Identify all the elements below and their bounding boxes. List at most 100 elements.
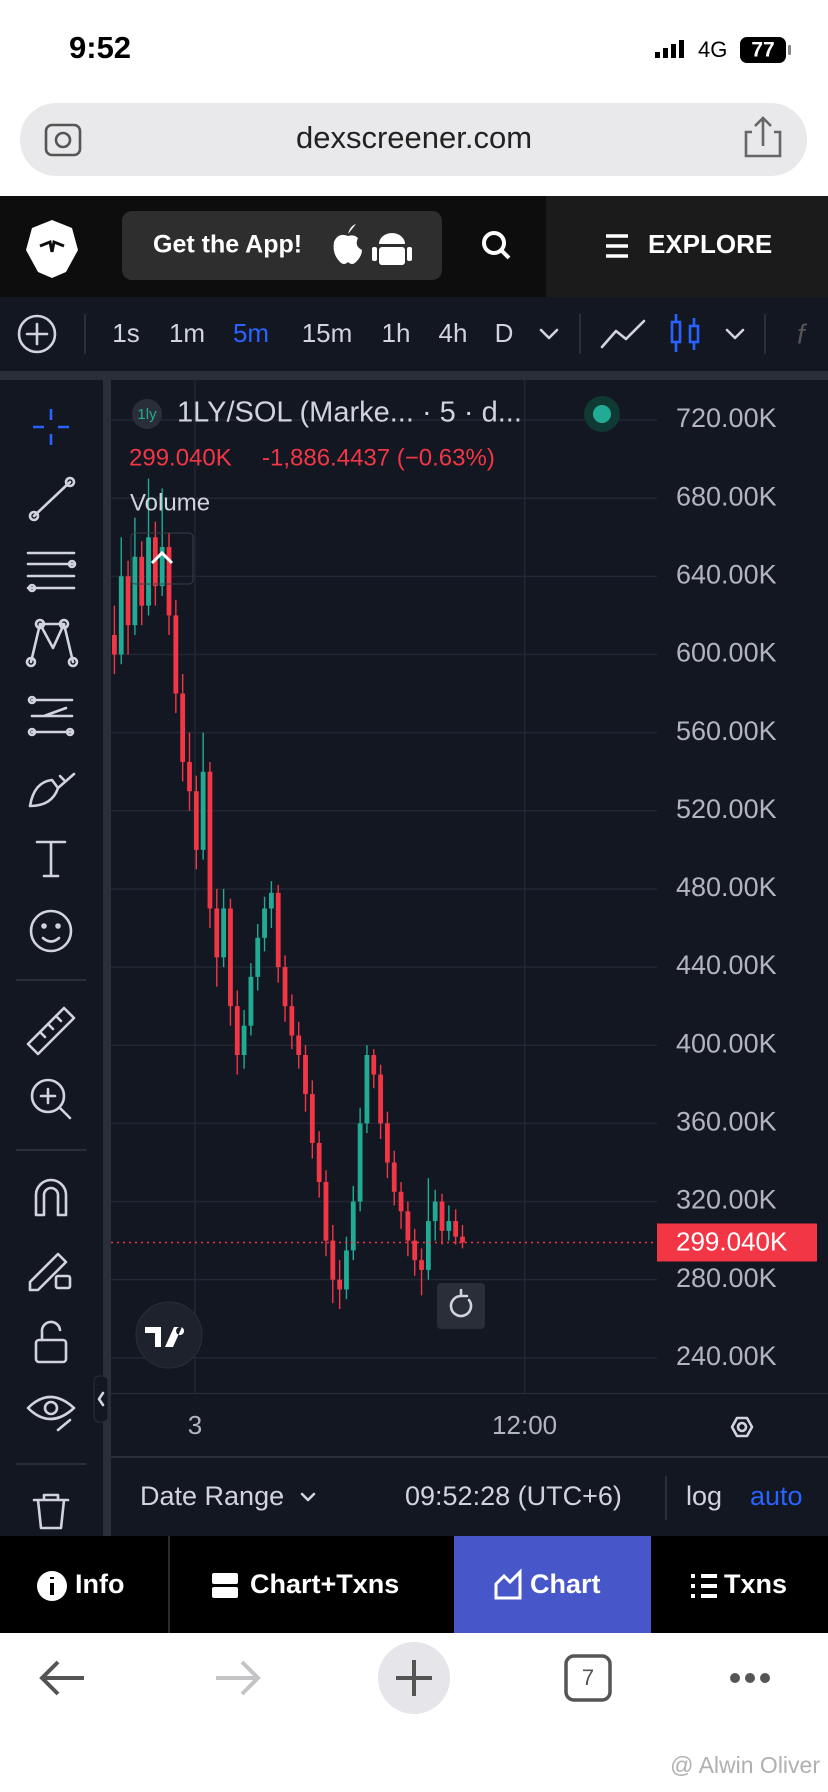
symbol[interactable]: 1LY/SOL (Marke... · 5 · d... xyxy=(177,397,522,429)
tv-logo[interactable] xyxy=(135,1301,203,1369)
interval[interactable]: 15m xyxy=(302,318,353,348)
candle-body xyxy=(398,1191,404,1212)
candle-body xyxy=(303,1055,308,1095)
dropdown-icons[interactable] xyxy=(539,328,745,340)
magnet-tool[interactable] xyxy=(34,1178,68,1217)
candle-type-icon[interactable] xyxy=(670,314,700,352)
date-range-chevron[interactable] xyxy=(300,1492,316,1502)
candle-body xyxy=(187,761,192,792)
get-app-button[interactable] xyxy=(122,211,442,280)
new-tab-icon[interactable] xyxy=(396,1660,432,1696)
collapse-legend[interactable] xyxy=(130,532,194,585)
chart-txns-icon[interactable] xyxy=(212,1573,238,1584)
line-type-icon[interactable] xyxy=(600,319,646,349)
projection-tool[interactable] xyxy=(27,695,75,737)
fx-icon[interactable]: f xyxy=(797,318,808,349)
candle-body xyxy=(385,1123,390,1163)
interval[interactable]: 1m xyxy=(169,318,205,348)
tab[interactable] xyxy=(454,1536,651,1633)
tab-label[interactable]: Chart xyxy=(530,1569,601,1599)
share-icon[interactable] xyxy=(744,116,782,158)
chart-txns-icon[interactable] xyxy=(212,1587,238,1598)
trend-line-tool[interactable] xyxy=(28,476,76,522)
reset-button[interactable] xyxy=(437,1283,485,1329)
price-label: 299.040K xyxy=(676,1226,788,1256)
battery xyxy=(740,37,786,63)
candle-body xyxy=(214,908,220,958)
emoji-tool[interactable] xyxy=(29,909,73,953)
auto-toggle[interactable]: auto xyxy=(750,1481,803,1511)
reset-icon[interactable] xyxy=(449,1288,473,1318)
text-tool[interactable] xyxy=(35,840,67,878)
back-button[interactable] xyxy=(39,1660,84,1696)
txns-icon[interactable] xyxy=(691,1574,717,1598)
apple-icon[interactable] xyxy=(333,224,362,264)
candle-body xyxy=(146,537,151,606)
tab-label[interactable]: Info xyxy=(75,1569,124,1599)
zoom-tool[interactable] xyxy=(30,1078,72,1120)
delete-tool[interactable] xyxy=(32,1493,70,1530)
chart-footer xyxy=(111,1456,828,1536)
lock-tool[interactable] xyxy=(34,1320,68,1364)
camera-icon[interactable] xyxy=(44,123,82,157)
tab[interactable] xyxy=(0,1536,168,1633)
settings-dot[interactable] xyxy=(736,1421,748,1433)
brush-tool[interactable] xyxy=(28,772,76,808)
date-range[interactable]: Date Range xyxy=(140,1481,284,1511)
battery-level: 77 xyxy=(751,39,774,62)
more-button[interactable] xyxy=(730,1673,770,1683)
logo[interactable] xyxy=(26,220,78,278)
collapse-chevron[interactable] xyxy=(97,1391,105,1407)
explore-label[interactable]: EXPLORE xyxy=(648,229,772,259)
y-tick-label: 320.00K xyxy=(676,1185,777,1215)
y-tick-label: 440.00K xyxy=(676,950,777,980)
candle-body xyxy=(364,1055,370,1124)
interval[interactable]: D xyxy=(495,318,514,348)
volume-label: Volume xyxy=(130,489,210,516)
url[interactable]: dexscreener.com xyxy=(296,120,532,155)
symbol-icon-bg xyxy=(132,399,162,429)
candle-body xyxy=(241,1025,247,1056)
interval[interactable]: 4h xyxy=(439,318,468,348)
forward-button[interactable] xyxy=(216,1660,261,1696)
menu-icon[interactable] xyxy=(606,234,628,258)
drawing-toolbar xyxy=(0,380,103,1536)
settings-icon[interactable] xyxy=(730,1416,754,1438)
ruler-tool[interactable] xyxy=(26,1006,76,1056)
candle-body xyxy=(439,1201,445,1231)
tab[interactable] xyxy=(652,1536,828,1633)
fib-tool[interactable] xyxy=(26,551,77,593)
pattern-tool[interactable] xyxy=(25,618,79,668)
url-bar[interactable] xyxy=(20,103,807,176)
android-icon[interactable] xyxy=(372,233,412,265)
candle-body xyxy=(180,693,186,762)
candle-body xyxy=(405,1211,411,1241)
collapse-handle[interactable] xyxy=(93,1375,109,1423)
tab[interactable] xyxy=(170,1536,453,1633)
search-icon[interactable] xyxy=(482,231,511,260)
tab-label[interactable]: Txns xyxy=(724,1569,787,1599)
candle-body xyxy=(391,1162,397,1192)
log-toggle[interactable]: log xyxy=(686,1481,722,1511)
interval[interactable]: 5m xyxy=(233,318,269,348)
visibility-tool[interactable] xyxy=(26,1395,76,1432)
candle-body xyxy=(166,547,172,616)
candle-body xyxy=(323,1181,329,1241)
tab-label[interactable]: Chart+Txns xyxy=(250,1569,399,1599)
lock-drawings-tool[interactable] xyxy=(28,1252,72,1292)
tabs-button[interactable] xyxy=(564,1654,612,1702)
explore-button[interactable] xyxy=(546,196,828,297)
crosshair-tool[interactable] xyxy=(33,409,69,445)
time-axis-border xyxy=(111,1393,828,1394)
chart-icon[interactable] xyxy=(494,1568,522,1600)
get-app-label[interactable]: Get the App! xyxy=(153,231,302,259)
toolbar-divider xyxy=(0,371,828,380)
collapse-legend-icon[interactable] xyxy=(150,550,174,565)
interval[interactable]: 1h xyxy=(382,318,411,348)
add-indicator-icon[interactable] xyxy=(17,314,57,354)
x-tick-label: 3 xyxy=(188,1410,202,1440)
candle-body xyxy=(221,908,227,958)
tab-count[interactable]: 7 xyxy=(582,1665,594,1690)
interval[interactable]: 1s xyxy=(112,318,139,348)
tv-logo-mark[interactable] xyxy=(145,1327,185,1347)
